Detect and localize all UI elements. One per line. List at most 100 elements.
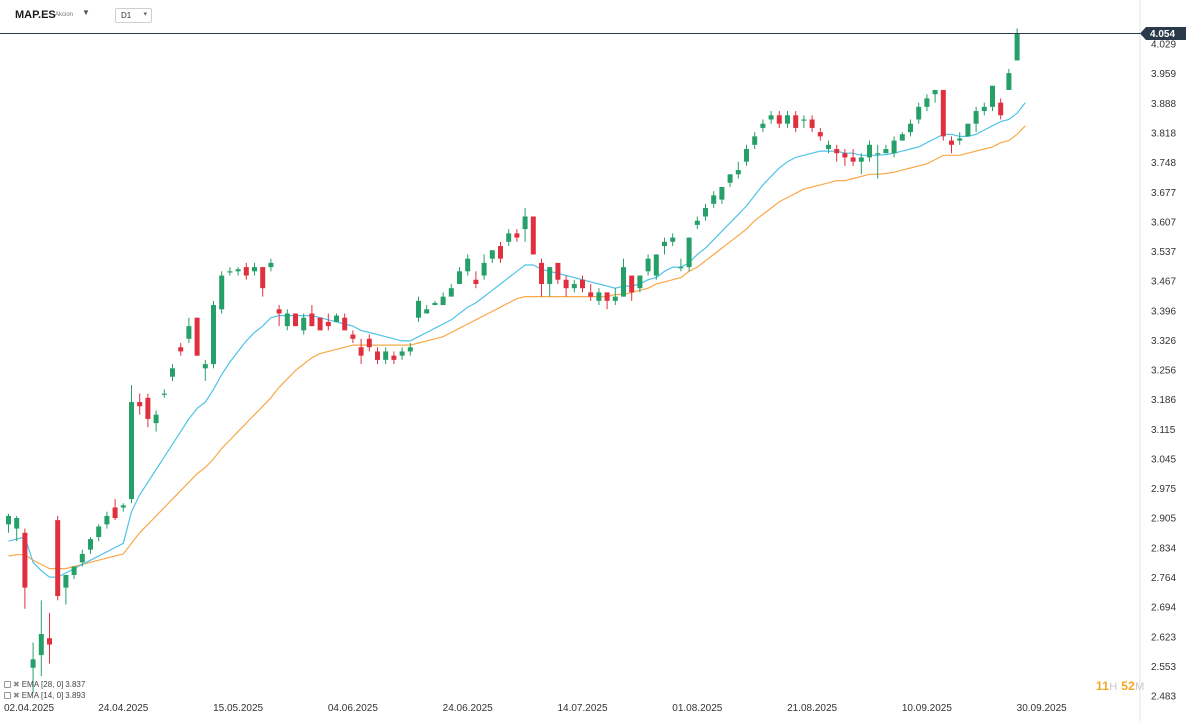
candle <box>563 275 569 297</box>
symbol-dropdown-icon[interactable]: ▼ <box>82 8 90 17</box>
y-tick-label: 3.888 <box>1151 99 1176 110</box>
ema-28-line <box>8 125 1026 570</box>
candles <box>6 28 1020 694</box>
candle-body <box>826 144 831 150</box>
candle-body <box>129 402 134 500</box>
candle-body <box>965 123 971 137</box>
candle-body <box>596 292 602 301</box>
candle-body <box>645 258 651 272</box>
candle-body <box>342 317 348 331</box>
candle <box>325 313 331 331</box>
y-tick-label: 2.764 <box>1151 573 1176 584</box>
candle <box>940 89 946 141</box>
y-tick-label: 2.694 <box>1151 603 1176 614</box>
candle <box>949 136 954 154</box>
candle-body <box>137 402 143 407</box>
candle-body <box>612 296 618 301</box>
candle-body <box>522 216 528 230</box>
candle-body <box>79 553 85 563</box>
candle-body <box>88 539 93 550</box>
candle <box>842 149 848 166</box>
legend-value: 3.837 <box>65 680 86 689</box>
candle-body <box>366 338 372 348</box>
x-tick-label: 15.05.2025 <box>213 703 263 714</box>
candle <box>514 229 520 242</box>
candle <box>817 127 823 141</box>
timeframe-select[interactable]: D1 ▾ <box>115 8 152 23</box>
candle <box>473 271 479 289</box>
close-icon[interactable]: ✖ <box>13 691 20 700</box>
candle <box>924 94 930 112</box>
candle <box>309 305 315 327</box>
x-tick-label: 01.08.2025 <box>672 703 722 714</box>
candle-body <box>47 638 52 645</box>
candle <box>170 364 175 381</box>
candle-body <box>112 507 118 519</box>
clock-minutes: 52 <box>1121 679 1136 693</box>
candle <box>391 351 397 365</box>
candle-body <box>416 300 421 318</box>
candle-body <box>940 89 946 137</box>
candle-body <box>325 321 331 327</box>
candle <box>629 275 635 301</box>
candle <box>424 305 430 314</box>
candle-body <box>785 115 790 124</box>
timeframe-value: D1 <box>121 11 132 20</box>
candle <box>809 115 815 133</box>
y-tick-label: 3.607 <box>1151 217 1176 228</box>
close-icon[interactable]: ✖ <box>13 680 20 689</box>
session-clock: 11H 52M <box>1096 679 1145 693</box>
candle-body <box>776 115 782 124</box>
candle-body <box>735 170 741 175</box>
candle-body <box>457 271 462 284</box>
candle <box>547 267 553 297</box>
candle <box>498 241 503 263</box>
candle <box>481 254 487 280</box>
candle-body <box>407 347 413 352</box>
candle-body <box>465 258 471 272</box>
candle <box>448 283 454 297</box>
candle-body <box>867 144 872 158</box>
candle-body <box>178 347 184 352</box>
y-tick-label: 3.959 <box>1151 69 1176 80</box>
candle <box>252 262 257 276</box>
candle-body <box>252 267 257 272</box>
candle-body <box>727 174 733 183</box>
candle-body <box>834 149 840 154</box>
candle-body <box>621 267 626 297</box>
candle <box>637 275 643 293</box>
legend-item-ema-14[interactable]: ✖ EMA [14, 0] 3.893 <box>4 690 85 701</box>
candle-body <box>760 123 766 128</box>
ema-lines <box>8 102 1026 578</box>
candle-body <box>301 317 307 331</box>
candle <box>965 123 971 137</box>
candle <box>276 305 282 327</box>
last-price-tag-shape <box>1140 26 1186 40</box>
candle <box>407 343 413 356</box>
candle <box>719 186 725 204</box>
legend-label: EMA <box>21 691 40 700</box>
candle <box>317 317 323 331</box>
candle <box>22 528 28 609</box>
candle <box>834 144 840 162</box>
legend-item-ema-28[interactable]: ✖ EMA [28, 0] 3.837 <box>4 679 85 690</box>
y-tick-label: 4.029 <box>1151 40 1176 51</box>
candle-body <box>317 317 323 331</box>
candle-body <box>801 119 807 121</box>
candle-body <box>842 153 848 158</box>
y-tick-label: 2.905 <box>1151 514 1176 525</box>
candle <box>760 119 766 133</box>
settings-icon[interactable] <box>4 692 11 699</box>
symbol-type: Akcion <box>55 12 74 18</box>
candle-body <box>981 106 987 112</box>
candle <box>711 191 717 209</box>
candle-body <box>161 393 167 395</box>
candle <box>973 106 979 133</box>
settings-icon[interactable] <box>4 681 11 688</box>
candle <box>678 258 684 272</box>
symbol-name[interactable]: MAP.ES <box>15 9 56 21</box>
candle-body <box>530 216 536 255</box>
candle <box>432 300 438 306</box>
candle <box>981 102 987 116</box>
